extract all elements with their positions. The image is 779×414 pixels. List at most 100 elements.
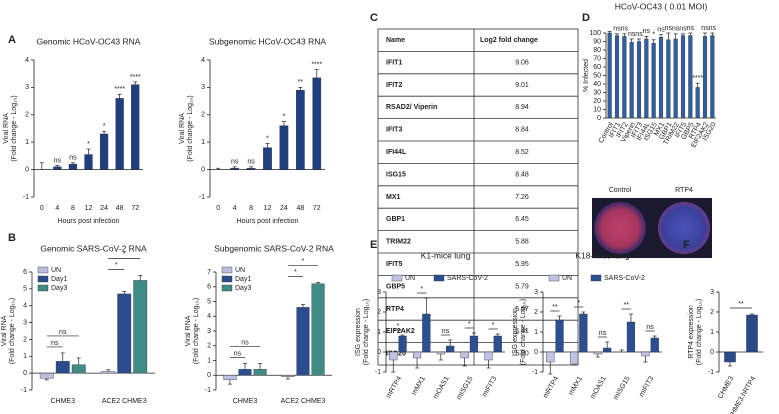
table-cell: RSAD2/ Viperin xyxy=(386,104,437,111)
y-tick-label: 0 xyxy=(597,115,601,122)
bar xyxy=(223,375,237,380)
sig-label: ns xyxy=(672,26,680,33)
sig-label: ns xyxy=(709,25,717,32)
table-cell: 8.84 xyxy=(515,127,529,134)
y-tick-label: 90 xyxy=(593,38,601,45)
table-cell: 8.48 xyxy=(515,171,529,178)
x-tick-label: mISG15 xyxy=(613,375,632,401)
sig-label: **** xyxy=(311,61,322,68)
legend-label: Day3 xyxy=(235,285,251,292)
sig-label: ns xyxy=(635,31,643,38)
legend-swatch xyxy=(221,284,233,292)
panel-label: E xyxy=(370,239,377,251)
panel-label: F xyxy=(683,239,690,251)
y-tick-label: 2 xyxy=(207,343,211,350)
rtp4-well xyxy=(658,202,710,254)
legend-label: UN xyxy=(405,275,415,282)
bar xyxy=(281,375,295,377)
bar xyxy=(446,345,455,353)
bar xyxy=(673,38,678,119)
sig-label: **** xyxy=(130,74,141,81)
y-tick-label: -1 xyxy=(23,194,29,201)
sig-label: ns xyxy=(687,25,695,32)
bar xyxy=(117,293,132,374)
x-tick-label: CHME3 xyxy=(233,398,258,405)
y-axis-title: (Fold change - Log₁₀) xyxy=(363,299,370,365)
chart-title: HCoV-OC43 ( 0.01 MOI) xyxy=(615,1,708,11)
bar xyxy=(622,36,627,119)
sig-label: ** xyxy=(552,304,558,311)
y-tick-label: 1 xyxy=(23,353,27,360)
bar xyxy=(658,37,664,119)
table-cell: 5.88 xyxy=(515,239,529,246)
bar xyxy=(68,163,78,170)
sig-label: * xyxy=(397,323,400,330)
x-tick-label: mRTP4 xyxy=(385,375,403,399)
x-tick-label: 72 xyxy=(313,205,321,212)
table-cell: 8.52 xyxy=(515,149,529,156)
bar xyxy=(436,351,445,355)
bar xyxy=(101,371,116,374)
y-tick-label: 2 xyxy=(710,309,714,316)
bar xyxy=(641,351,650,357)
y-tick-label: 20 xyxy=(593,98,601,105)
y-tick-label: 2 xyxy=(23,336,27,343)
bar xyxy=(593,351,602,355)
bar xyxy=(55,361,70,374)
legend-swatch xyxy=(37,266,49,274)
y-tick-label: -1 xyxy=(532,369,538,376)
y-tick-label: 0 xyxy=(207,372,211,379)
legend-label: SARS-CoV-2 xyxy=(604,275,645,282)
legend-label: UN xyxy=(235,267,245,274)
chart-title: Genomic SARS-CoV-2 RNA xyxy=(40,243,147,253)
y-tick-label: 3 xyxy=(23,319,27,326)
bar xyxy=(296,89,305,170)
bar xyxy=(460,351,469,359)
bar xyxy=(614,35,620,119)
bar xyxy=(546,351,555,363)
y-axis-title: (Fold change - Log₁₀) xyxy=(187,95,194,161)
bar xyxy=(246,168,256,170)
bar xyxy=(115,98,124,170)
table-cell: 9.01 xyxy=(515,82,529,89)
bar xyxy=(84,154,93,170)
y-tick-label: 0 xyxy=(25,166,29,173)
bar xyxy=(230,168,239,170)
bar xyxy=(629,42,634,119)
bar xyxy=(702,36,708,119)
chart-title: K18-mice lung xyxy=(575,250,630,260)
y-tick-label: 1 xyxy=(207,357,211,364)
y-tick-label: 0 xyxy=(201,166,205,173)
y-tick-label: 5 xyxy=(207,298,211,305)
x-tick-label: mIFIT3 xyxy=(481,375,498,398)
table-cell: GBP5 xyxy=(386,283,405,290)
x-tick-label: 72 xyxy=(131,205,139,212)
bar xyxy=(680,35,686,119)
y-axis-title: Viral RNA xyxy=(179,113,186,144)
y-tick-label: 0 xyxy=(377,349,381,356)
table-cell: 9.06 xyxy=(515,59,529,66)
x-tick-label: 8 xyxy=(249,205,253,212)
sig-label: ns xyxy=(701,25,709,32)
y-tick-label: 2 xyxy=(201,112,205,119)
panel-label: D xyxy=(582,12,590,24)
x-tick-label: mIFIT3 xyxy=(638,375,655,398)
y-tick-label: 0 xyxy=(710,349,714,356)
legend-swatch xyxy=(590,274,602,282)
bar xyxy=(253,369,267,376)
sig-label: ns xyxy=(613,26,621,33)
legend-label: Day3 xyxy=(51,285,67,292)
table-cell: 5.00 xyxy=(515,351,529,358)
bar xyxy=(579,313,588,353)
sig-label: ns xyxy=(54,157,62,164)
y-tick-label: 3 xyxy=(710,289,714,296)
y-axis-title: Viral RNA xyxy=(185,315,192,346)
table-cell: TRIM22 xyxy=(386,239,411,246)
sig-label: ns xyxy=(234,350,242,357)
bar xyxy=(131,84,140,170)
sig-label: ns xyxy=(231,159,239,166)
y-tick-label: 1 xyxy=(377,329,381,336)
x-tick-label: 8 xyxy=(71,205,75,212)
y-tick-label: 80 xyxy=(593,47,601,54)
